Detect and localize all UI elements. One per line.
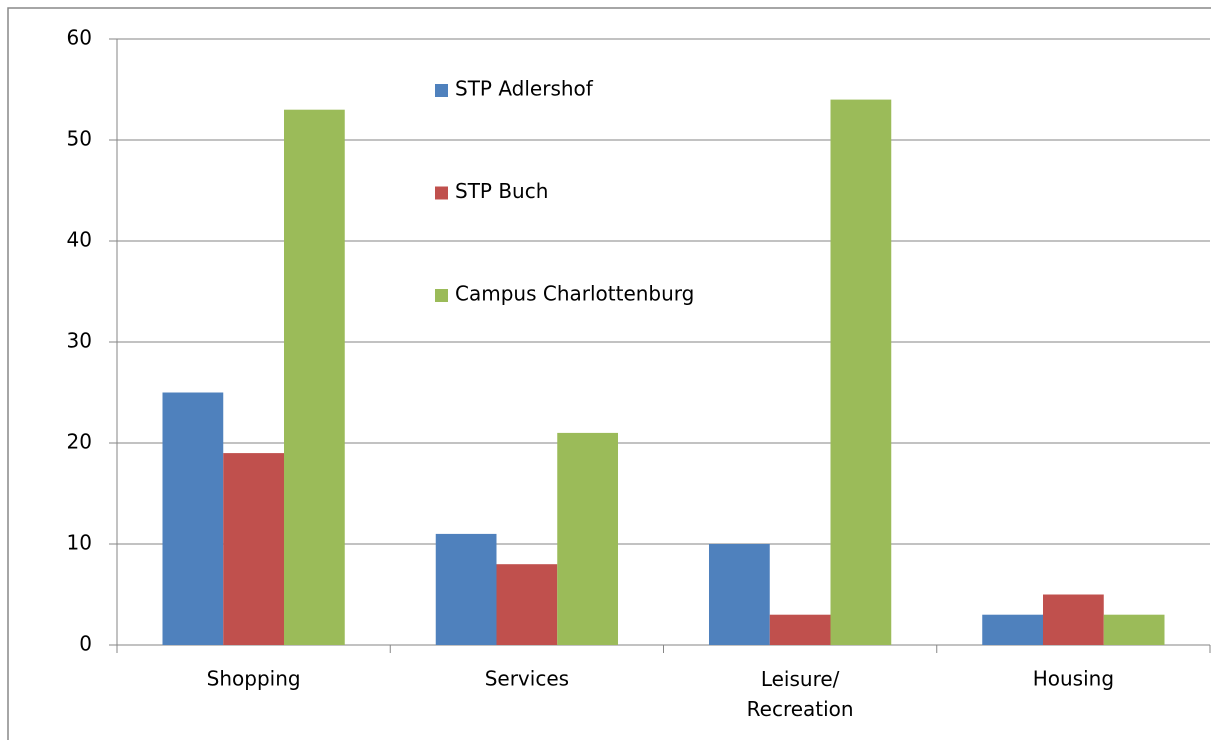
y-tick-label: 50 — [67, 127, 92, 151]
y-tick-label: 30 — [67, 329, 92, 353]
bar — [496, 564, 558, 645]
bar — [830, 99, 892, 646]
bar — [708, 544, 770, 645]
y-tick-label: 60 — [67, 26, 92, 50]
x-tick-label: Leisure/Recreation — [747, 667, 854, 721]
chart-border — [7, 7, 1211, 740]
x-tick-label: Housing — [1033, 667, 1114, 691]
legend-swatch — [435, 186, 448, 200]
legend-label: STP Adlershof — [455, 77, 594, 101]
y-tick-label: 40 — [67, 228, 92, 252]
bar — [435, 533, 497, 645]
x-tick-label-line: Leisure/ — [761, 667, 840, 691]
bar — [162, 392, 224, 645]
bar — [769, 614, 831, 645]
bar — [1103, 614, 1165, 645]
legend-label: Campus Charlottenburg — [455, 282, 694, 306]
bar — [1042, 594, 1104, 645]
bar — [284, 109, 345, 645]
x-tick-label: Services — [485, 667, 569, 691]
y-tick-label: 0 — [79, 632, 92, 656]
y-tick-label: 20 — [67, 430, 92, 454]
legend-label: STP Buch — [455, 179, 548, 203]
x-tick-label: Shopping — [207, 667, 301, 691]
bar — [982, 614, 1043, 645]
x-tick-label-line: Recreation — [747, 697, 854, 721]
legend-swatch — [435, 289, 448, 302]
y-tick-label: 10 — [67, 531, 92, 555]
bar — [223, 453, 285, 645]
legend-swatch — [435, 84, 448, 97]
bar — [557, 432, 619, 645]
